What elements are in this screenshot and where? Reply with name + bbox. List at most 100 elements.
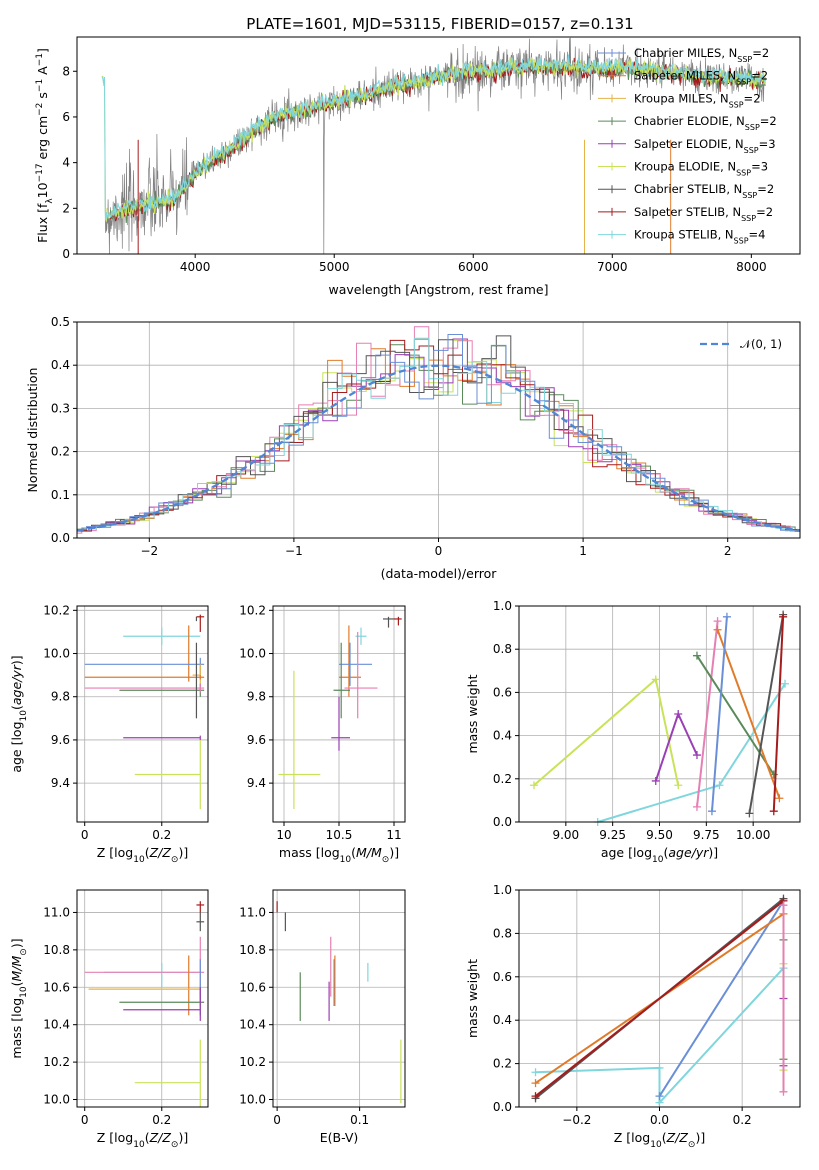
error-bars bbox=[84, 901, 205, 1107]
legend-nssp: 3 bbox=[761, 160, 768, 174]
label-part: ( bbox=[145, 1130, 150, 1145]
label-part: age/yr bbox=[668, 845, 709, 860]
normal-curve bbox=[77, 364, 800, 532]
label-part: Flux [f bbox=[35, 203, 50, 243]
data-point bbox=[344, 631, 378, 719]
x-tick-label: 0 bbox=[81, 828, 89, 842]
legend-eq: = bbox=[751, 160, 761, 174]
weight-marker bbox=[531, 1079, 540, 1088]
weight-marker bbox=[529, 781, 538, 790]
label-part: M/M bbox=[356, 845, 382, 860]
label-part: erg cm bbox=[35, 116, 50, 164]
weight-series bbox=[531, 894, 788, 1107]
legend-nssp: 2 bbox=[762, 46, 769, 60]
legend-label: Chabrier STELIB, NSSP=2 bbox=[634, 182, 774, 200]
x-axis-label: E(B-V) bbox=[320, 1130, 359, 1145]
error-bars bbox=[278, 616, 402, 810]
figure-title: PLATE=1601, MJD=53115, FIBERID=0157, z=0… bbox=[246, 15, 633, 33]
label-part: age [log bbox=[601, 845, 652, 860]
y-tick-label: 10.0 bbox=[239, 1093, 266, 1107]
label-part: 10 bbox=[650, 1140, 662, 1150]
label-part: M/M bbox=[9, 955, 24, 981]
label-part: ( bbox=[663, 845, 668, 860]
x-tick-label: 9.00 bbox=[552, 828, 579, 842]
legend-nssp: 4 bbox=[758, 228, 765, 242]
y-axis-label: age [log10(age/yr)] bbox=[9, 655, 29, 772]
label-part: Z [log bbox=[97, 1130, 133, 1145]
label-part: )] bbox=[178, 845, 188, 860]
x-tick-label: 9.50 bbox=[646, 828, 673, 842]
y-tick-label: 0.4 bbox=[493, 729, 512, 743]
legend-nssp: 2 bbox=[766, 205, 773, 219]
label-part: ( bbox=[351, 845, 356, 860]
spectrum-lines bbox=[101, 37, 766, 254]
data-point bbox=[333, 642, 350, 719]
label-part: −17 bbox=[35, 163, 45, 182]
y-tick-label: 10.2 bbox=[239, 603, 266, 617]
label-part: 10 bbox=[19, 986, 29, 998]
x-tick-label: 2 bbox=[724, 544, 732, 558]
data-point bbox=[278, 670, 321, 810]
weight-marker bbox=[715, 781, 724, 790]
weight-line bbox=[772, 616, 785, 812]
label-part: ( bbox=[662, 1130, 667, 1145]
x-tick-label: −1 bbox=[285, 544, 303, 558]
label-part: age/yr bbox=[9, 664, 24, 705]
legend-sep: , N bbox=[713, 91, 729, 105]
legend-eq: = bbox=[749, 228, 759, 242]
legend-sep: , N bbox=[720, 69, 736, 83]
weight-marker bbox=[531, 1068, 540, 1077]
weight-marker bbox=[713, 617, 722, 626]
y-tick-label: 0.0 bbox=[493, 815, 512, 829]
y-tick-label: 0.4 bbox=[51, 358, 70, 372]
axes-frame bbox=[76, 36, 801, 255]
x-tick-label: 0.0 bbox=[650, 1113, 669, 1127]
x-tick-label: 0.2 bbox=[152, 1113, 171, 1127]
legend-label: 𝒩(0, 1) bbox=[740, 337, 782, 351]
legend-label: Kroupa MILES, NSSP=2 bbox=[634, 91, 761, 109]
legend-nssp: 2 bbox=[761, 69, 768, 83]
y-tick-label: 0.0 bbox=[51, 531, 70, 545]
legend-sep: , N bbox=[726, 182, 742, 196]
y-tick-label: 1.0 bbox=[493, 883, 512, 897]
legend-sep: , N bbox=[720, 160, 736, 174]
axes-frame bbox=[272, 889, 406, 1108]
legend-label: Chabrier ELODIE, NSSP=2 bbox=[634, 114, 777, 132]
x-tick-label: −2 bbox=[140, 544, 158, 558]
weight-marker bbox=[779, 901, 788, 910]
weight-marker bbox=[745, 809, 754, 818]
legend-eq: = bbox=[752, 46, 762, 60]
y-axis-label: mass [log10(M/M⊙)] bbox=[9, 938, 29, 1058]
y-tick-label: 0.2 bbox=[51, 445, 70, 459]
y-tick-label: 9.4 bbox=[247, 776, 266, 790]
label-part: E(B-V) bbox=[320, 1130, 359, 1145]
x-tick-label: 10 bbox=[276, 828, 291, 842]
data-point bbox=[84, 683, 205, 693]
y-tick-label: 0.2 bbox=[493, 772, 512, 786]
age-vs-metallicity-panel: 0 0.29.49.69.810.010.2Z [log10(Z/Z⊙)]age … bbox=[9, 603, 209, 865]
weight-marker bbox=[655, 1063, 664, 1072]
legend-sep: , N bbox=[721, 46, 737, 60]
weight-marker bbox=[651, 776, 660, 785]
legend-series: Kroupa STELIB bbox=[634, 228, 718, 242]
weight-line bbox=[748, 614, 785, 814]
data-point bbox=[84, 657, 205, 676]
label-part: ⊙ bbox=[688, 1140, 696, 1150]
legend-eq: = bbox=[751, 69, 761, 83]
x-tick-label: 4000 bbox=[180, 260, 211, 274]
label-part: −1 bbox=[35, 53, 45, 66]
y-tick-label: 10.8 bbox=[43, 943, 70, 957]
data-point bbox=[88, 983, 201, 997]
data-point bbox=[196, 614, 205, 632]
legend-nssp: 2 bbox=[753, 91, 760, 105]
weight-marker bbox=[674, 710, 683, 718]
y-tick-label: 0.2 bbox=[493, 1057, 512, 1071]
legend-sub: SSP bbox=[736, 77, 751, 86]
legend-series: Chabrier STELIB bbox=[634, 182, 726, 196]
y-tick-label: 11.0 bbox=[239, 905, 266, 919]
error-bars bbox=[276, 901, 402, 1104]
weight-marker bbox=[655, 1092, 664, 1101]
axes-frame bbox=[76, 889, 209, 1108]
legend-sub: SSP bbox=[729, 100, 744, 109]
x-axis-label: mass [log10(M/M⊙)] bbox=[279, 845, 399, 865]
